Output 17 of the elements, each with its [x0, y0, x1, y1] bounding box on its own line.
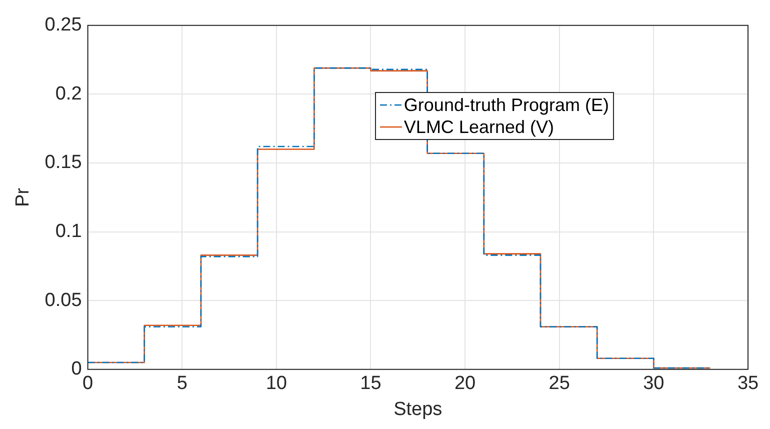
- legend-label: VLMC Learned (V): [404, 116, 554, 138]
- legend-label: Ground-truth Program (E): [404, 94, 609, 116]
- y-tick-label: 0.2: [55, 83, 82, 104]
- x-tick-label: 5: [176, 373, 188, 394]
- x-axis-title: Steps: [394, 398, 442, 420]
- y-tick-label: 0.15: [44, 152, 82, 174]
- x-tick-label: 30: [643, 373, 664, 394]
- x-tick-label: 15: [360, 373, 382, 394]
- x-tick-label: 35: [737, 373, 759, 394]
- y-tick-label: 0.25: [44, 14, 82, 36]
- y-axis-title: Pr: [12, 187, 34, 207]
- y-tick-label: 0.1: [55, 221, 82, 242]
- y-tick-label: 0.05: [44, 290, 82, 311]
- x-tick-label: 20: [454, 373, 476, 394]
- y-tick-label: 0: [71, 358, 82, 380]
- x-tick-label: 10: [266, 373, 287, 394]
- x-tick-label: 25: [548, 373, 570, 394]
